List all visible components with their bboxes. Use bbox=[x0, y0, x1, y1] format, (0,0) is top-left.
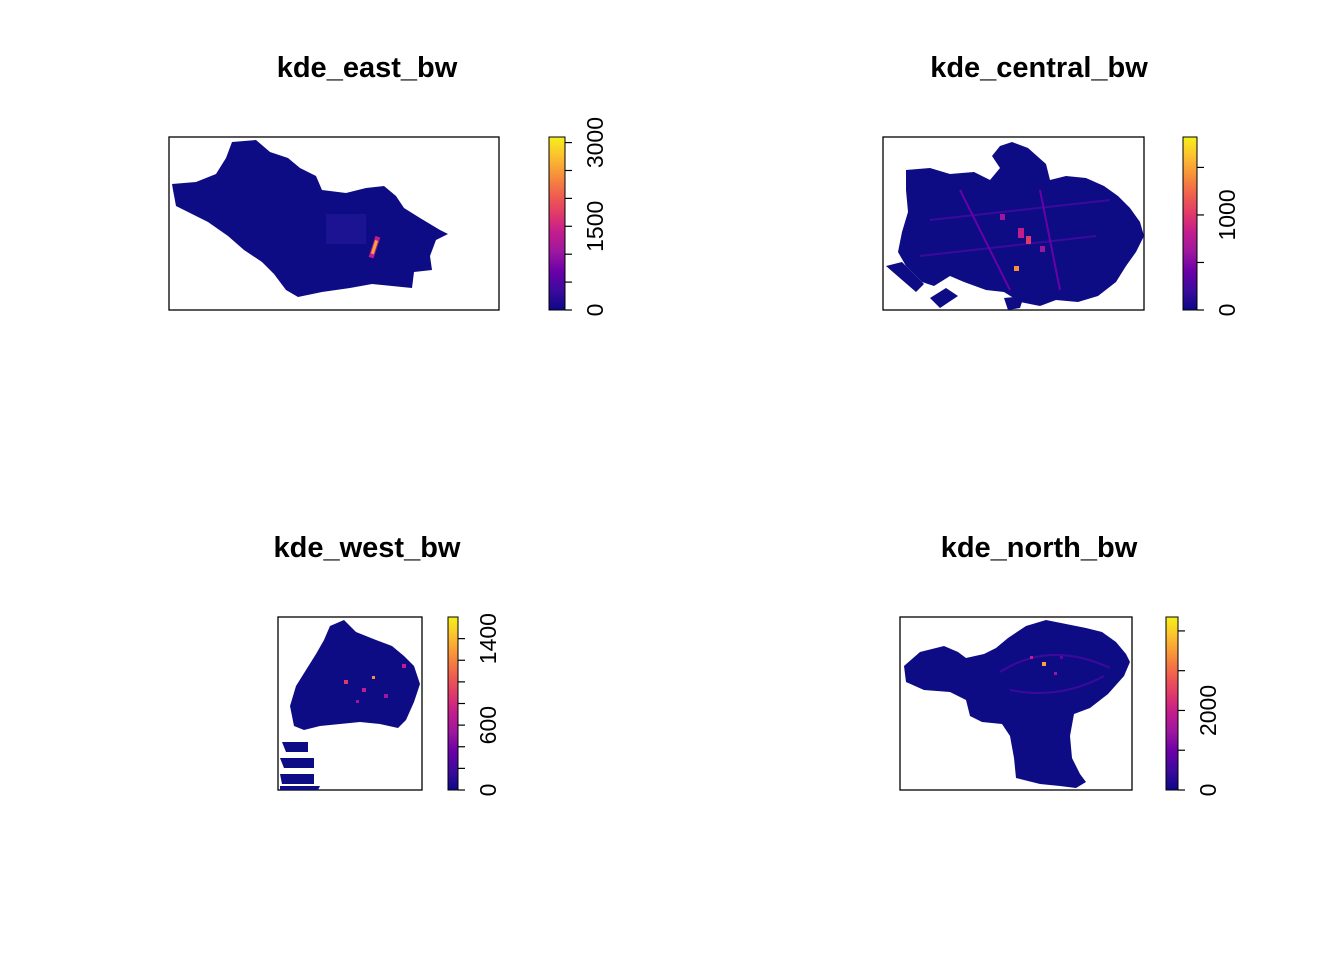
central-hotspots bbox=[919, 189, 1111, 291]
hotspot-cluster bbox=[326, 214, 366, 244]
hotspot-cell bbox=[1054, 672, 1057, 675]
map-frame bbox=[277, 616, 423, 791]
legend-tick-label: 0 bbox=[1195, 784, 1221, 797]
central-legend: 0 1000 bbox=[1182, 136, 1240, 317]
hotspot-peak bbox=[370, 240, 379, 255]
hotspot-cell bbox=[1026, 236, 1031, 244]
legend-tick-label: 2000 bbox=[1195, 685, 1221, 736]
hotspot-cell bbox=[1000, 214, 1005, 220]
panel-kde-north-bw: kde_north_bw 0 2000 bbox=[899, 532, 1221, 797]
central-pier bbox=[886, 262, 924, 292]
legend-colorbar bbox=[1165, 616, 1179, 791]
map-frame bbox=[168, 136, 500, 311]
hotspot-corridor bbox=[999, 653, 1111, 673]
panel-title: kde_central_bw bbox=[930, 52, 1148, 84]
legend-tick-label: 1400 bbox=[475, 613, 501, 664]
hotspot-cell bbox=[1040, 246, 1045, 252]
hotspot-corridor bbox=[929, 199, 1111, 221]
hotspot-cell bbox=[1018, 228, 1024, 238]
west-strip bbox=[280, 774, 314, 784]
central-region-map bbox=[898, 142, 1144, 306]
hotspot-cell bbox=[362, 688, 366, 692]
legend-tick-label: 0 bbox=[582, 304, 608, 317]
panel-kde-west-bw: kde_west_bw 0 600 1400 bbox=[274, 532, 501, 796]
legend-colorbar bbox=[548, 136, 566, 311]
legend-colorbar bbox=[1182, 136, 1198, 311]
panel-kde-east-bw: kde_east_bw 0 1500 3000 bbox=[168, 52, 608, 317]
north-hotspots bbox=[999, 653, 1111, 694]
hotspot-corridor bbox=[1009, 675, 1105, 694]
legend-tick-label: 0 bbox=[1214, 304, 1240, 317]
panel-kde-central-bw: kde_central_bw 0 1000 bbox=[882, 52, 1240, 317]
legend-tick-label: 600 bbox=[475, 706, 501, 744]
panel-title: kde_east_bw bbox=[277, 52, 458, 84]
central-pier bbox=[930, 288, 958, 308]
hotspot-cell bbox=[1014, 266, 1019, 271]
panel-title: kde_north_bw bbox=[941, 532, 1138, 564]
west-strip bbox=[282, 742, 308, 752]
west-hotspots bbox=[344, 664, 406, 703]
hotspot-cell bbox=[384, 694, 388, 698]
hotspot-corridor bbox=[919, 235, 1097, 257]
west-legend: 0 600 1400 bbox=[447, 613, 501, 797]
hotspot-cell bbox=[402, 664, 406, 668]
west-region-map bbox=[290, 620, 420, 730]
legend-tick-label: 3000 bbox=[582, 117, 608, 168]
legend-tick-label: 1500 bbox=[582, 201, 608, 252]
west-strip bbox=[280, 786, 320, 790]
hotspot-corridor bbox=[959, 189, 1011, 291]
hotspot-cell bbox=[372, 676, 375, 679]
panel-title: kde_west_bw bbox=[274, 532, 461, 564]
east-region-map bbox=[172, 140, 448, 297]
legend-tick-label: 1000 bbox=[1214, 189, 1240, 240]
hotspot-cell bbox=[356, 700, 359, 703]
west-strip bbox=[280, 758, 314, 768]
central-islet bbox=[1004, 296, 1024, 310]
hotspot-cell bbox=[344, 680, 348, 684]
north-legend: 0 2000 bbox=[1165, 616, 1221, 797]
north-region-map bbox=[904, 620, 1130, 788]
hotspot-cell bbox=[1042, 662, 1046, 666]
hotspot-corridor bbox=[1039, 189, 1061, 291]
hotspot-cell bbox=[1030, 656, 1033, 659]
east-legend: 0 1500 3000 bbox=[548, 117, 608, 317]
legend-tick-label: 0 bbox=[475, 784, 501, 797]
hotspot-cell bbox=[1060, 656, 1063, 659]
map-frame bbox=[899, 616, 1133, 791]
east-hotspots bbox=[326, 214, 381, 259]
map-frame bbox=[882, 136, 1145, 311]
legend-colorbar bbox=[447, 616, 459, 791]
